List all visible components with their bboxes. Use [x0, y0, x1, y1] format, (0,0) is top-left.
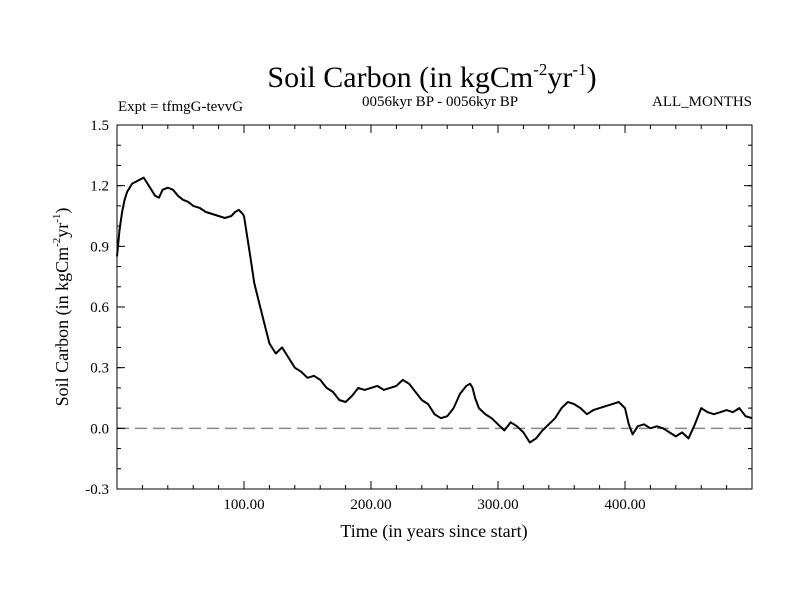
y-tick-label: 0.0	[90, 421, 109, 437]
chart-title-main: Soil Carbon (in kgCm	[267, 61, 533, 94]
y-tick-label: 1.5	[90, 118, 109, 134]
chart-title-end: )	[587, 61, 597, 94]
y-axis-label-main: Soil Carbon (in kgCm	[52, 247, 73, 407]
x-tick-label: 200.00	[350, 497, 391, 513]
series-line-0	[116, 176, 753, 444]
y-tick-label: 0.9	[90, 239, 109, 255]
x-tick-label: 100.00	[223, 497, 264, 513]
y-axis-label-end: )	[52, 208, 73, 214]
plot-frame	[116, 124, 753, 490]
y-tick-label: -0.3	[85, 482, 109, 498]
y-axis-label-exp1: -2	[51, 238, 63, 247]
chart-title: Soil Carbon (in kgCm-2yr-1)	[267, 60, 596, 94]
subtitle-right: ALL_MONTHS	[652, 94, 752, 110]
y-axis-label: Soil Carbon (in kgCm-2yr-1)	[51, 208, 73, 407]
x-tick-label: 400.00	[604, 497, 645, 513]
chart-title-exp1: -2	[533, 60, 547, 79]
ticks-layer: -0.3 0.0 0.3 0.6 0.9 1.2 1.5 100.00 200.00 300.00…	[85, 118, 752, 513]
y-axis-label-mid: yr	[52, 223, 72, 238]
y-axis-label-exp2: -1	[51, 214, 63, 223]
y-tick-label: 0.6	[90, 300, 109, 316]
chart-title-mid: yr	[547, 61, 572, 94]
x-axis-label: Time (in years since start)	[340, 521, 527, 542]
series-layer	[116, 176, 753, 444]
chart-title-exp2: -1	[572, 60, 586, 79]
subtitle-center: 0056kyr BP - 0056kyr BP	[362, 94, 518, 110]
y-tick-label: 1.2	[90, 179, 109, 195]
x-tick-label: 300.00	[477, 497, 518, 513]
subtitle-left: Expt = tfmgG-tevvG	[118, 99, 243, 115]
y-tick-label: 0.3	[90, 361, 109, 377]
